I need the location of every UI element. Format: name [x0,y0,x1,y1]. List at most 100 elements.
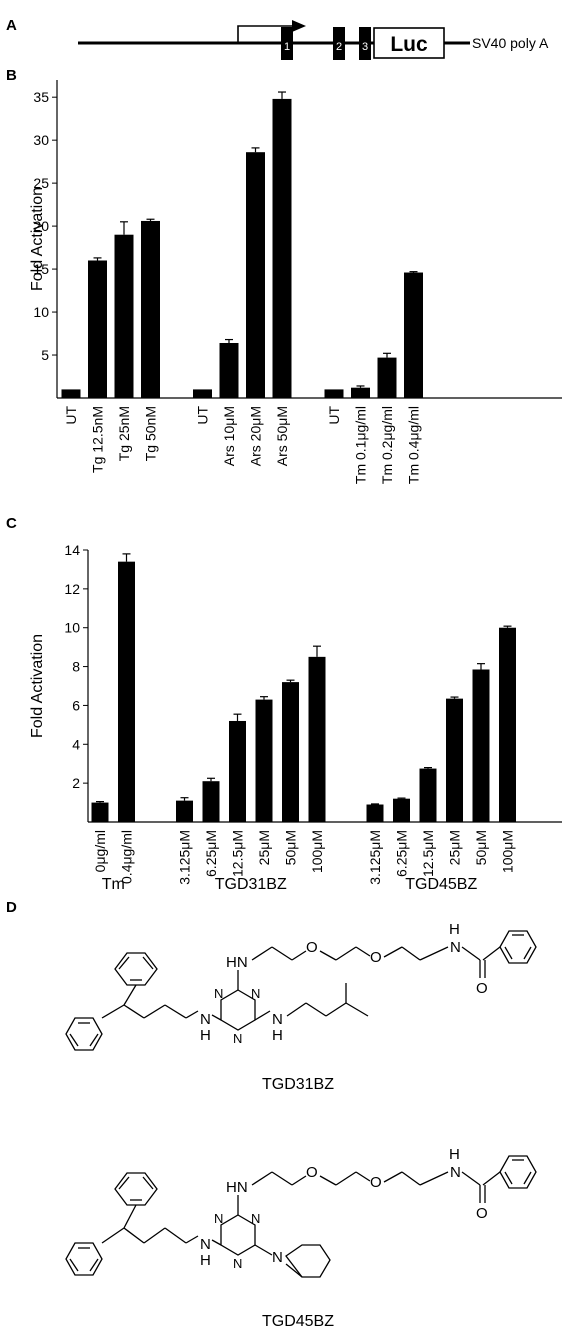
y-tick-label: 25 [33,175,49,191]
group-label: TGD45BZ [405,876,477,893]
bar [118,561,135,822]
bar [255,699,273,822]
phenyl-ring [65,1017,103,1051]
category-label: Tm 0.2μg/ml [379,406,395,484]
atom-h: H [272,1027,283,1044]
y-tick-label: 30 [33,132,49,148]
atom-h: H [449,921,460,938]
bar [324,389,344,398]
category-label: 3.125μM [367,830,383,885]
phenyl-ring [114,1172,158,1206]
phenyl-ring [114,952,158,986]
category-label: 100μM [309,830,325,873]
bar [88,260,107,398]
bar [246,152,265,398]
category-label: 12.5μM [230,830,246,877]
exon-3 [359,27,371,60]
group-label: TGD31BZ [215,876,287,893]
atom-o: O [306,939,318,956]
arrow-head-icon [292,20,306,32]
bar [404,272,423,398]
atom-n: N [251,986,260,1001]
category-label: Tg 25nM [116,406,132,461]
y-tick-label: 10 [64,620,80,636]
chart-b: 5 10 15 20 25 30 35 Fold Activation UT Tg 12.5nM T… [29,80,562,484]
panel-label-a: A [6,17,17,34]
category-label: Tm 0.4μg/ml [406,406,422,484]
exon-1-label: 1 [284,41,290,53]
structure-tgd45bz: N H N N N HN O O H N O N TGD45BZ [65,1146,537,1330]
phenyl-ring [499,930,537,964]
panel-label-c: C [6,515,17,532]
panel-label-b: B [6,67,17,84]
bar [229,720,246,822]
atom-n: N [214,1211,223,1226]
atom-o: O [370,949,382,966]
y-tick-label: 20 [33,218,49,234]
category-label: 0.4μg/ml [119,830,135,884]
atom-nh: N [200,1011,211,1028]
atom-nh: N [200,1236,211,1253]
bar [114,234,134,398]
bar [446,698,463,822]
y-axis-label: Fold Activation [29,187,46,291]
category-label: 50μM [283,830,299,865]
y-tick-label: 12 [64,581,80,597]
atom-n: N [272,1249,283,1266]
exon-3-label: 3 [362,41,368,53]
y-tick-label: 15 [33,261,49,277]
bar [308,656,326,822]
luc-label: Luc [390,33,428,56]
polya-label: SV40 poly A [472,35,549,51]
y-tick-label: 10 [33,304,49,320]
bar [219,342,239,398]
atom-o: O [306,1164,318,1181]
bar [282,682,299,822]
category-label: Ars 20μM [248,406,264,466]
atom-o: O [476,980,488,997]
atom-hn: HN [226,954,248,971]
bar [472,669,490,822]
bar [351,387,370,398]
category-label: 12.5μM [420,830,436,877]
atom-h: H [449,1146,460,1163]
category-label: 25μM [256,830,272,865]
atom-h: H [200,1027,211,1044]
atom-h: H [200,1252,211,1269]
atom-n: N [272,1011,283,1028]
atom-n: N [214,986,223,1001]
y-axis-label: Fold Activation [29,634,46,738]
category-label: UT [326,406,342,425]
category-label: Tg 50nM [143,406,159,461]
category-label: Tm 0.1μg/ml [353,406,369,484]
category-label: UT [195,406,211,425]
bar [366,804,384,822]
luc-box [373,27,445,59]
atom-n: N [251,1211,260,1226]
triazine-ring [220,1214,256,1256]
piperidine-ring [285,1244,331,1278]
category-label: 6.25μM [203,830,219,877]
phenyl-ring [65,1242,103,1276]
compound-name: TGD31BZ [262,1076,334,1093]
bar [272,98,292,398]
promoter-arrow [237,25,296,43]
panel-label-d: D [6,899,17,916]
category-label: 0μg/ml [92,830,108,872]
bar [141,220,160,398]
y-tick-label: 14 [64,542,80,558]
atom-o: O [370,1174,382,1191]
category-label: Ars 50μM [274,406,290,466]
group-label: Tm [102,876,125,893]
category-label: 50μM [473,830,489,865]
phenyl-ring [499,1155,537,1189]
atom-n: N [450,1164,461,1181]
bar [377,357,397,398]
atom-n: N [233,1031,242,1046]
y-tick-label: 4 [72,736,80,752]
category-label: 6.25μM [394,830,410,877]
atom-hn: HN [226,1179,248,1196]
bar [193,389,212,398]
